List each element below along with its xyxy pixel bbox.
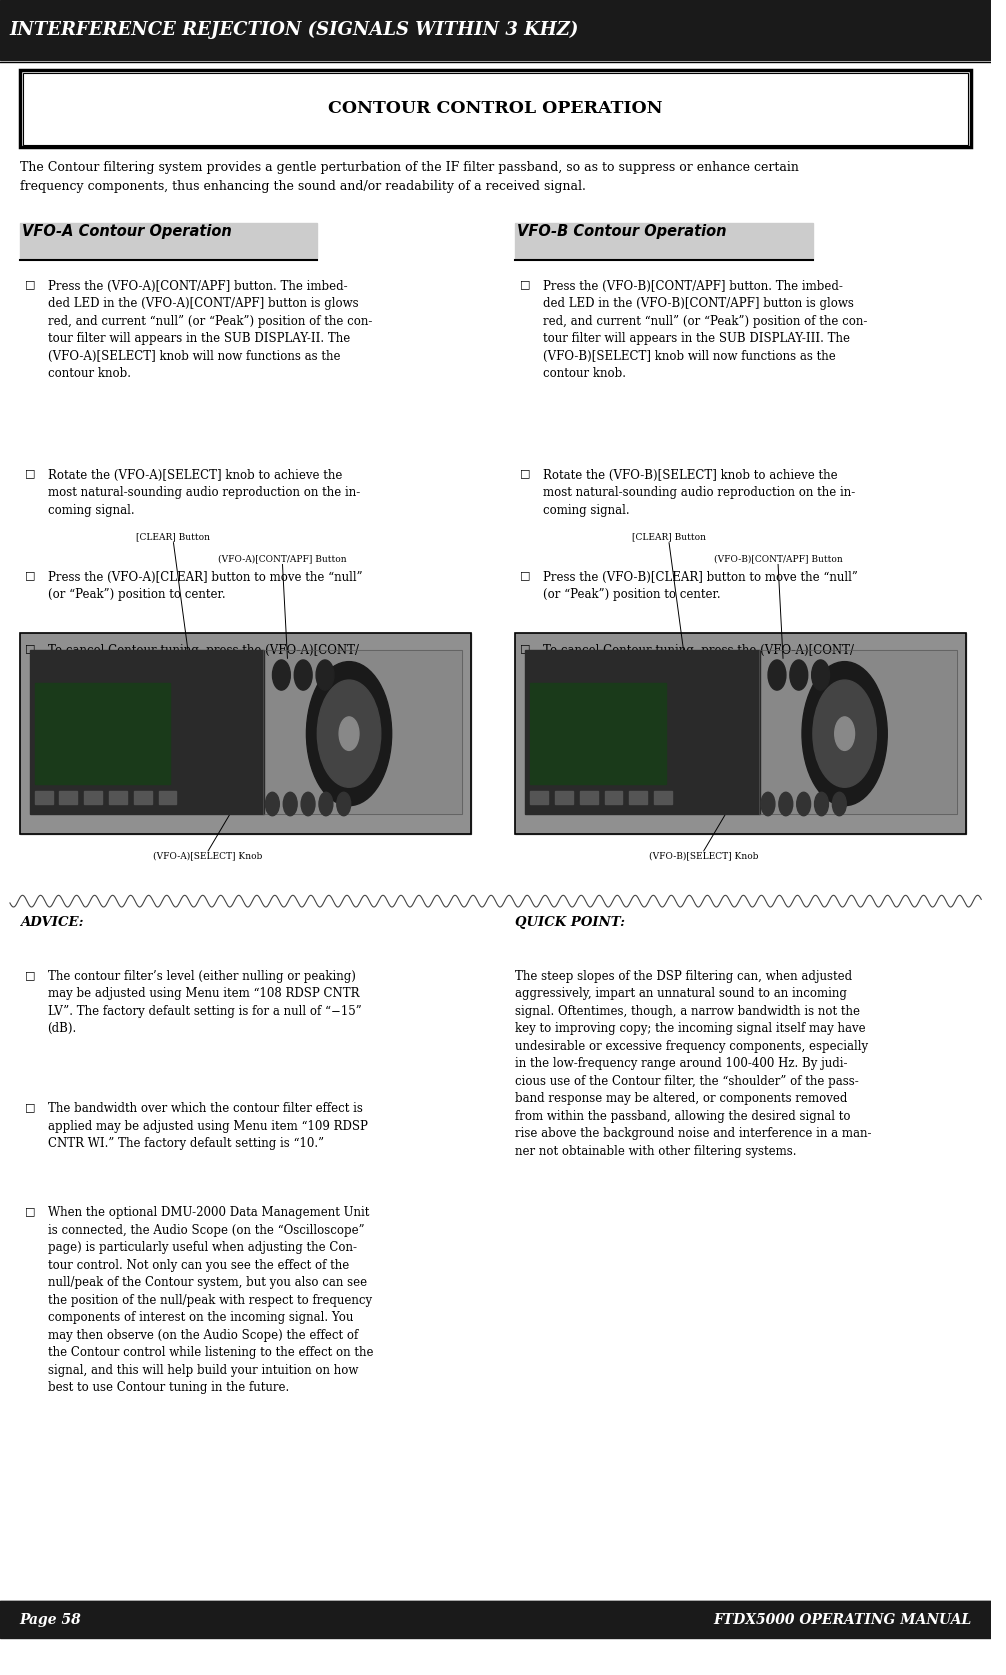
Text: The Contour filtering system provides a gentle perturbation of the IF filter pas: The Contour filtering system provides a … (20, 161, 799, 193)
Bar (759, 650, 958, 814)
Bar (20, 223, 317, 258)
Bar (34, 791, 52, 804)
Circle shape (273, 660, 291, 690)
Bar (515, 633, 967, 834)
Text: Press the (VFO-A)[CLEAR] button to move the “null”
(or “Peak”) position to cente: Press the (VFO-A)[CLEAR] button to move … (47, 571, 362, 601)
Circle shape (337, 792, 351, 816)
Bar (20, 70, 972, 147)
Circle shape (832, 792, 846, 816)
Circle shape (295, 660, 312, 690)
Bar (20, 633, 471, 834)
Text: QUICK POINT:: QUICK POINT: (515, 916, 626, 930)
Bar (59, 791, 77, 804)
Text: Page 58: Page 58 (20, 1613, 81, 1626)
Bar (525, 650, 760, 814)
Bar (515, 223, 813, 258)
Text: To cancel Contour tuning, press the (VFO-A)[CONT/
APF] button once more.: To cancel Contour tuning, press the (VFO… (543, 643, 854, 675)
Circle shape (779, 792, 793, 816)
Text: Rotate the (VFO-B)[SELECT] knob to achieve the
most natural-sounding audio repro: Rotate the (VFO-B)[SELECT] knob to achie… (543, 469, 855, 516)
Text: □: □ (520, 280, 531, 290)
Bar (530, 791, 548, 804)
Bar (134, 791, 152, 804)
Text: □: □ (25, 571, 35, 581)
Text: Press the (VFO-A)[CONT/APF] button. The imbed-
ded LED in the (VFO-A)[CONT/APF] : Press the (VFO-A)[CONT/APF] button. The … (47, 280, 372, 380)
Text: Press the (VFO-B)[CLEAR] button to move the “null”
(or “Peak”) position to cente: Press the (VFO-B)[CLEAR] button to move … (543, 571, 858, 601)
Circle shape (790, 660, 808, 690)
Bar (159, 791, 176, 804)
Text: □: □ (25, 469, 35, 479)
Text: [CLEAR] Button: [CLEAR] Button (632, 533, 706, 541)
Text: □: □ (25, 280, 35, 290)
Text: CONTOUR CONTROL OPERATION: CONTOUR CONTROL OPERATION (328, 100, 663, 117)
Circle shape (813, 680, 876, 787)
Circle shape (802, 662, 887, 806)
Text: Press the (VFO-B)[CONT/APF] button. The imbed-
ded LED in the (VFO-B)[CONT/APF] : Press the (VFO-B)[CONT/APF] button. The … (543, 280, 867, 380)
Bar (264, 650, 462, 814)
Bar (759, 650, 958, 814)
Bar (605, 791, 623, 804)
Bar (0, 1601, 991, 1638)
Text: (VFO-B)[CONT/APF] Button: (VFO-B)[CONT/APF] Button (713, 554, 842, 563)
Circle shape (266, 792, 280, 816)
Circle shape (761, 792, 775, 816)
Circle shape (316, 660, 334, 690)
Bar (109, 791, 127, 804)
Bar (654, 791, 672, 804)
Text: To cancel Contour tuning, press the (VFO-A)[CONT/
APF] button once more.: To cancel Contour tuning, press the (VFO… (47, 643, 358, 675)
Circle shape (317, 680, 380, 787)
Bar (0, 0, 991, 60)
Text: □: □ (520, 469, 531, 479)
Text: □: □ (25, 643, 35, 653)
Text: VFO-A Contour Operation: VFO-A Contour Operation (22, 224, 231, 240)
Text: □: □ (520, 643, 531, 653)
Bar (530, 683, 666, 784)
Text: When the optional DMU-2000 Data Management Unit
is connected, the Audio Scope (o: When the optional DMU-2000 Data Manageme… (47, 1206, 373, 1394)
Circle shape (812, 660, 830, 690)
Bar (579, 791, 598, 804)
Text: The contour filter’s level (either nulling or peaking)
may be adjusted using Men: The contour filter’s level (either nulli… (47, 970, 361, 1035)
Text: Rotate the (VFO-A)[SELECT] knob to achieve the
most natural-sounding audio repro: Rotate the (VFO-A)[SELECT] knob to achie… (47, 469, 360, 516)
Text: □: □ (25, 1102, 35, 1112)
Circle shape (768, 660, 786, 690)
Text: FTDX5000 OPERATING MANUAL: FTDX5000 OPERATING MANUAL (713, 1613, 972, 1626)
Text: □: □ (25, 1206, 35, 1216)
Circle shape (815, 792, 828, 816)
Bar (264, 650, 462, 814)
Circle shape (319, 792, 333, 816)
Text: INTERFERENCE REJECTION (SIGNALS WITHIN 3 KHZ): INTERFERENCE REJECTION (SIGNALS WITHIN 3… (10, 22, 579, 39)
Bar (34, 683, 170, 784)
Circle shape (284, 792, 297, 816)
Circle shape (797, 792, 811, 816)
Text: [CLEAR] Button: [CLEAR] Button (137, 533, 210, 541)
Bar (20, 633, 471, 834)
Bar (85, 791, 102, 804)
Text: The bandwidth over which the contour filter effect is
applied may be adjusted us: The bandwidth over which the contour fil… (47, 1102, 367, 1151)
Text: (VFO-A)[SELECT] Knob: (VFO-A)[SELECT] Knob (154, 851, 263, 859)
Circle shape (307, 662, 391, 806)
Bar (30, 650, 265, 814)
Circle shape (835, 717, 854, 750)
Text: □: □ (520, 571, 531, 581)
Bar (515, 633, 967, 834)
Text: □: □ (25, 970, 35, 980)
Circle shape (301, 792, 315, 816)
Text: ADVICE:: ADVICE: (20, 916, 83, 930)
Text: (VFO-A)[CONT/APF] Button: (VFO-A)[CONT/APF] Button (218, 554, 347, 563)
Bar (630, 791, 647, 804)
Text: (VFO-B)[SELECT] Knob: (VFO-B)[SELECT] Knob (649, 851, 759, 859)
Bar (555, 791, 572, 804)
Text: VFO-B Contour Operation: VFO-B Contour Operation (517, 224, 727, 240)
Text: The steep slopes of the DSP filtering can, when adjusted
aggressively, impart an: The steep slopes of the DSP filtering ca… (515, 970, 872, 1157)
Circle shape (339, 717, 359, 750)
